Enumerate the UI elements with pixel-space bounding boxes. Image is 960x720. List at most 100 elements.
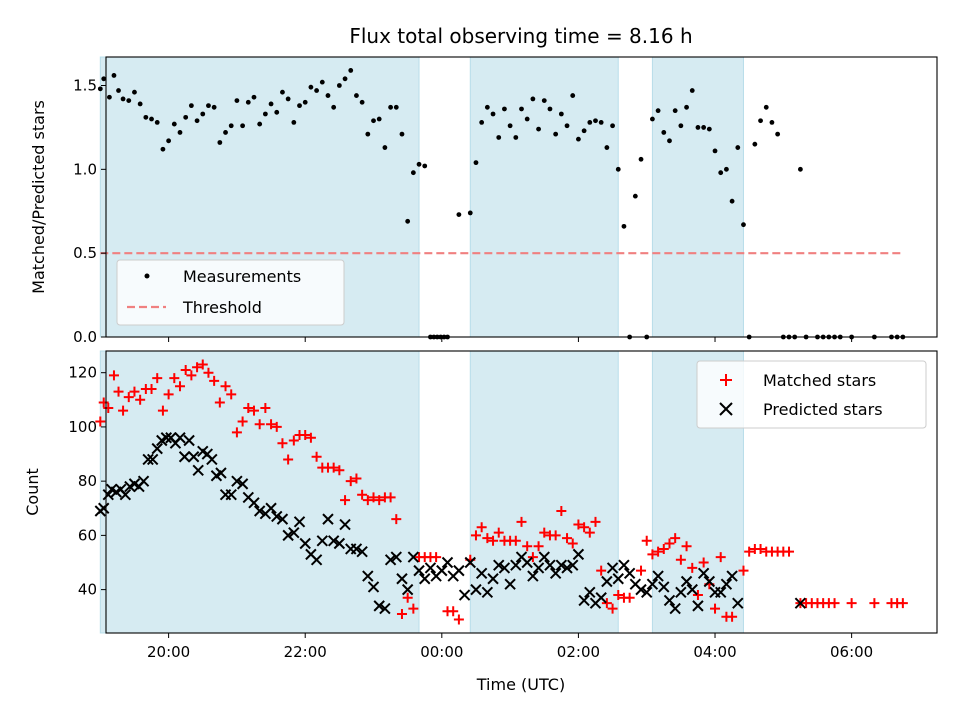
top-measurements-point-8 [137, 101, 143, 107]
top-measurements-point-93 [621, 223, 627, 229]
bottom-predicted-stars-point-90 [572, 548, 585, 561]
bottom-predicted-stars-point-11 [142, 453, 154, 466]
top-measurements-point-39 [314, 88, 319, 93]
top-panel: 0.0 0.5 1.0 1.5 Matched/Predicted stars Mea… [29, 56, 938, 346]
bottom-matched-stars-point-6 [123, 392, 134, 403]
bottom-matched-stars-point-125 [829, 598, 840, 609]
top-axes-frame [105, 56, 938, 338]
bottom-predicted-stars-point-53 [362, 570, 374, 582]
top-measurements-point-53 [393, 104, 399, 110]
bottom-predicted-stars-point-97 [612, 573, 624, 585]
bottom-predicted-stars-point-98 [618, 559, 630, 571]
top-measurements-point-73 [507, 123, 513, 129]
top-measurements-point-23 [223, 130, 228, 135]
top-measurements-point-54 [399, 131, 405, 137]
top-measurements-point-90 [604, 145, 610, 150]
top-measurements-point-92 [615, 166, 621, 172]
bottom-predicted-stars-point-87 [555, 559, 568, 571]
bottom-matched-stars-point-85 [584, 527, 595, 538]
top-measurements-point-38 [308, 84, 314, 90]
bottom-x-axis: 20:00 22:00 00:00 02:00 04:00 06:00 [147, 633, 873, 661]
bottom-predicted-stars-point-2 [102, 489, 114, 501]
x-tick-label-2: 00:00 [420, 643, 463, 661]
bottom-predicted-stars-point-6 [119, 489, 132, 501]
top-measurements-point-31 [268, 101, 274, 107]
bottom-predicted-stars-point-94 [595, 592, 607, 604]
top-measurements-point-70 [490, 111, 496, 117]
bottom-matched-stars-point-20 [203, 367, 214, 378]
bottom-matched-stars-point-26 [237, 416, 248, 427]
top-measurements-point-72 [502, 106, 507, 112]
bottom-matched-stars-point-81 [562, 533, 573, 544]
bottom-predicted-stars-point-40 [288, 526, 300, 539]
top-measurements-point-20 [206, 103, 211, 109]
bottom-predicted-stars-point-118 [732, 597, 744, 609]
top-measurements-point-46 [354, 93, 359, 98]
bottom-predicted-stars-point-63 [419, 573, 431, 585]
bottom-predicted-stars-point-78 [504, 578, 516, 590]
legend-threshold-label: Threshold [182, 298, 262, 317]
top-y-axis-label: Matched/Predicted stars [29, 100, 48, 294]
top-x-tick-marks [168, 337, 853, 342]
bottom-y-tick-label-3: 100 [68, 418, 97, 436]
top-measurements-point-3 [111, 73, 117, 78]
top-measurements-point-88 [593, 118, 598, 124]
top-measurements-point-27 [245, 99, 251, 105]
bottom-predicted-stars-point-84 [538, 551, 550, 563]
bottom-predicted-stars-point-69 [453, 564, 465, 577]
top-measurements-point-50 [376, 116, 382, 122]
top-measurements-point-16 [183, 114, 189, 120]
bottom-predicted-stars-point-86 [549, 567, 562, 580]
legend-predicted-label: Predicted stars [763, 400, 883, 419]
top-measurements-point-21 [211, 104, 217, 110]
bottom-matched-stars-point-52 [385, 492, 396, 503]
bottom-predicted-stars-point-42 [299, 537, 311, 550]
bottom-predicted-stars-point-60 [401, 583, 414, 596]
x-tick-label-0: 20:00 [147, 643, 190, 661]
bottom-predicted-stars-point-38 [276, 513, 289, 525]
top-measurements-point-89 [598, 119, 604, 125]
bottom-matched-stars-point-130 [897, 598, 908, 609]
bottom-predicted-stars-point-54 [367, 581, 380, 593]
bottom-predicted-stars-point-71 [464, 556, 476, 569]
bottom-matched-stars-point-11 [152, 373, 163, 384]
bottom-matched-stars-point-13 [163, 389, 174, 400]
top-measurements-point-111 [724, 166, 729, 172]
top-measurements-point-44 [342, 76, 348, 82]
top-measurements-point-65 [456, 212, 462, 218]
x-axis-label: Time (UTC) [476, 675, 565, 694]
top-measurements-point-103 [678, 123, 684, 129]
bottom-predicted-stars-point-47 [327, 535, 340, 547]
top-measurements-point-108 [706, 126, 712, 132]
bottom-matched-stars-point-86 [590, 516, 601, 527]
top-measurements-point-41 [325, 93, 331, 98]
x-tick-label-1: 22:00 [284, 643, 327, 661]
bottom-matched-stars-point-32 [271, 421, 282, 432]
bottom-matched-stars-point-65 [470, 530, 481, 541]
top-measurements-point-80 [547, 106, 553, 112]
bottom-y-axis-label: Count [23, 468, 42, 516]
bottom-observing-interval-0 [99, 350, 420, 634]
bottom-predicted-stars-point-112 [697, 567, 710, 580]
bottom-predicted-stars-point-103 [646, 578, 659, 590]
bottom-matched-stars-point-30 [260, 402, 271, 413]
bottom-predicted-stars-point-36 [265, 502, 277, 514]
top-measurements-point-106 [695, 125, 701, 130]
top-measurements-point-36 [297, 103, 302, 109]
bottom-predicted-stars-point-15 [160, 432, 173, 444]
bottom-predicted-stars-point-76 [493, 559, 505, 571]
bottom-predicted-stars-point-33 [248, 497, 260, 509]
bottom-predicted-stars-point-22 [192, 464, 204, 477]
bottom-predicted-stars-point-20 [183, 434, 195, 447]
top-measurements-point-19 [200, 111, 206, 117]
bottom-matched-stars-point-5 [118, 405, 129, 416]
bottom-predicted-stars-point-83 [532, 562, 545, 574]
bottom-predicted-stars-point-102 [641, 586, 653, 599]
bottom-matched-stars-point-37 [300, 430, 311, 441]
bottom-matched-stars-point-103 [692, 590, 703, 601]
bottom-matched-stars-point-23 [220, 381, 231, 392]
bottom-matched-stars-point-89 [607, 603, 618, 614]
bottom-y-tick-label-2: 80 [78, 472, 97, 490]
bottom-matched-stars-point-2 [103, 402, 114, 413]
bottom-predicted-stars-point-111 [692, 600, 704, 612]
